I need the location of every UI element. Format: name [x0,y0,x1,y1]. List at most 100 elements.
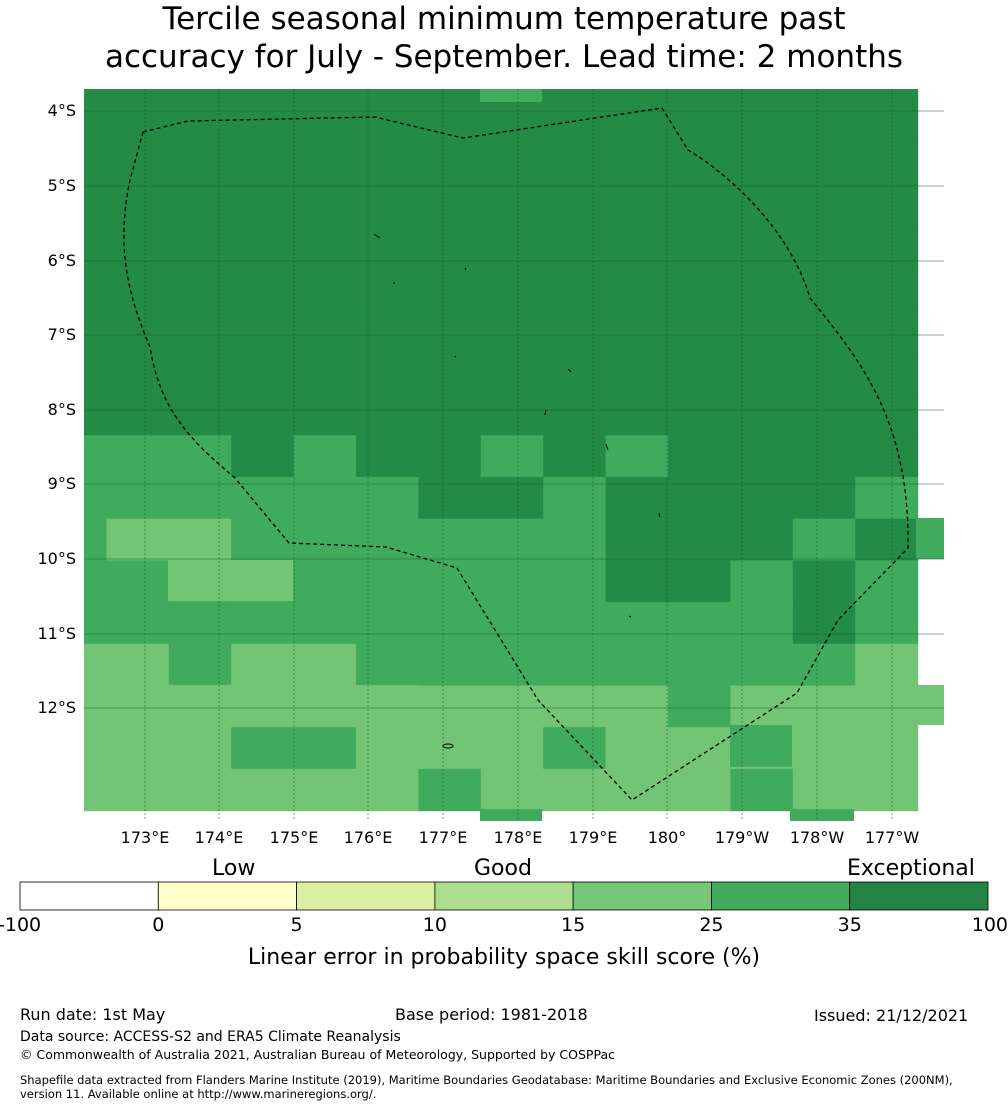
grid-cell [418,268,482,311]
grid-cell [855,435,919,478]
grid-cell [605,560,669,603]
grid-cell [543,89,607,103]
grid-cell [792,185,856,228]
grid-cell [543,351,607,395]
grid-cell [84,685,107,728]
grid-cell [730,310,794,353]
islands [373,233,661,749]
grid-cell [84,602,107,645]
grid-cell [418,393,482,436]
grid-cell [605,727,669,770]
grid-cell [668,643,731,687]
grid-cell [855,643,919,687]
grid-cell [418,477,482,520]
island [464,267,467,271]
grid-cell [480,393,544,436]
grid-cell [668,101,731,144]
grid-cell [855,602,919,645]
chart-title: Tercile seasonal minimum temperature pas… [0,0,1008,76]
grid-cell [855,768,919,812]
grid-cell [730,101,794,144]
grid-cell [543,185,607,228]
grid-cell [730,351,794,395]
grid-cell [480,685,544,728]
grid-cell [168,435,232,478]
latitude-label: 5°S [47,176,76,195]
grid-cell [106,602,170,645]
grid-cell [356,226,419,270]
grid-cell [668,560,731,603]
grid-cell [605,351,669,395]
grid-cell [543,226,607,270]
grid-cell [480,518,544,561]
longitude-label: 174°E [194,828,244,847]
grid-cell [356,310,419,353]
grid-cell [84,268,107,311]
island [544,409,547,416]
grid-cell [668,268,731,311]
grid-cell [792,602,856,645]
grid-cell [168,643,232,687]
grid-cell [543,268,607,311]
colorbar-segment [849,881,989,911]
grid-cell [730,685,794,728]
grid-cell [293,435,357,478]
grid-cell [356,643,419,687]
longitude-label: 175°E [269,828,319,847]
grid-cell [293,185,357,228]
grid-cell [293,727,357,770]
grid-cell [231,518,295,561]
grid-cell [356,602,419,645]
grid-cell [293,89,357,103]
grid-cell [418,89,482,103]
latitude-label: 10°S [37,549,76,568]
island [628,615,632,618]
grid-cell [855,101,919,144]
grid-cell [792,310,856,353]
grid-cell [293,268,357,311]
grid-cell [84,351,107,395]
grid-cell [293,768,357,812]
grid-cell [356,768,419,812]
longitude-label: 179°W [714,828,770,847]
grid-cell [84,435,107,478]
grid-cell [293,560,357,603]
grid-cell [168,393,232,436]
longitude-label: 176°E [343,828,393,847]
title-line-1: Tercile seasonal minimum temperature pas… [162,1,846,37]
grid-cell [231,143,295,186]
shapefile-credit-line-2: version 11. Available online at http://w… [20,1087,377,1101]
grid-cell [106,89,170,103]
grid-cell [480,351,544,395]
grid-cell [106,268,170,311]
grid-cell [668,143,731,186]
grid-cell [543,435,607,478]
grid-cell [792,477,856,520]
grid-cell [231,268,295,311]
grid-cell [480,643,544,687]
grid-cell [855,393,919,436]
grid-cell [418,351,482,395]
grid-cell [106,477,170,520]
grid-cell [916,685,944,725]
colorbar-tick-label: 35 [837,914,862,936]
grid-cell [668,685,731,728]
grid-cell [668,727,731,770]
grid-cell [106,727,170,770]
grid-cell [293,685,418,725]
grid-cell [168,268,232,311]
colorbar-tick-label: 0 [152,914,165,936]
island [454,355,457,358]
grid-cell [84,560,107,603]
grid-cell [106,768,170,812]
island [442,743,454,749]
grid-cell [84,643,107,687]
grid-cell [605,643,669,687]
grid-cell [168,351,232,395]
grid-cell [605,226,669,270]
grid-cell [605,393,669,436]
grid-cell [543,602,607,645]
grid-cell [231,89,295,103]
grid-cell [231,393,295,436]
grid-cell [668,518,731,561]
